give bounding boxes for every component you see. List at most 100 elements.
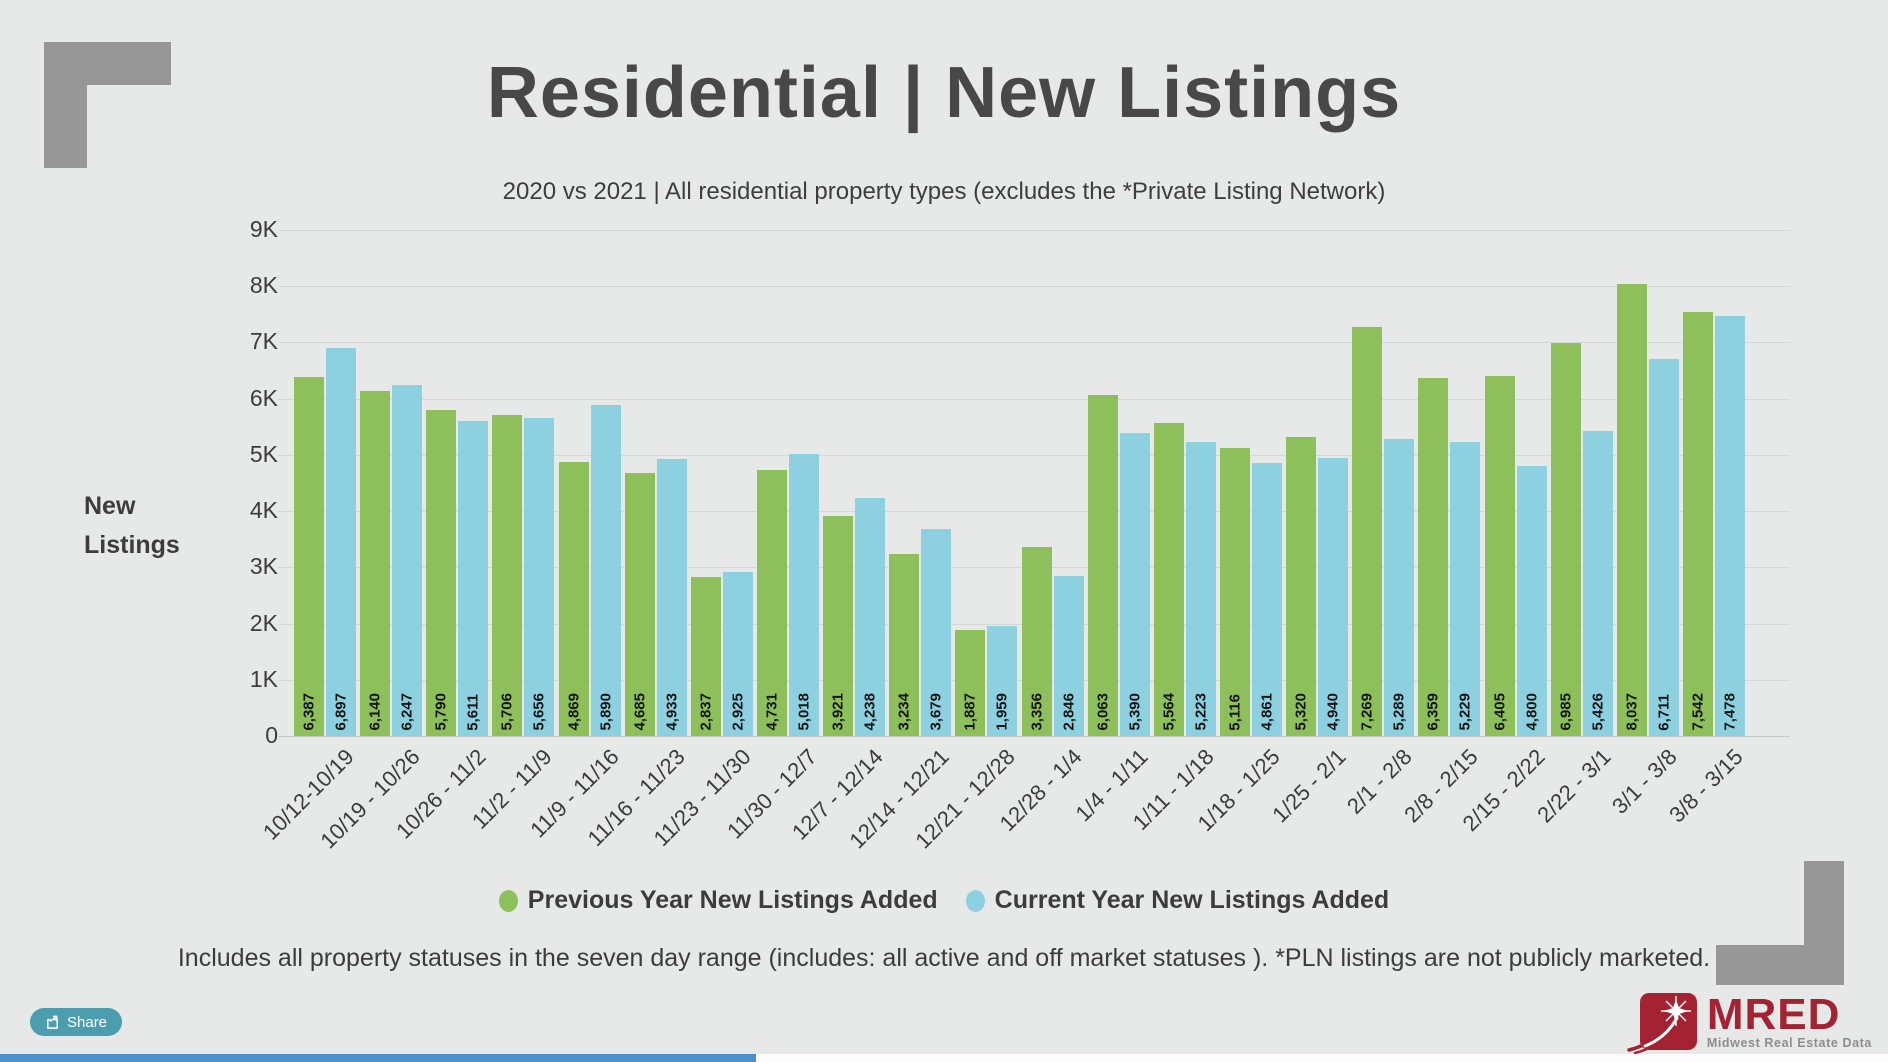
legend-dot-icon (498, 889, 518, 912)
current-year-bar[interactable]: 4,238 (855, 497, 886, 736)
y-axis-tick-5K: 5K (249, 440, 278, 467)
previous-year-bar[interactable]: 3,921 (823, 515, 854, 736)
bar-group-3/8-3/15: 7,542 7,478 (1682, 230, 1745, 736)
previous-year-bar[interactable]: 2,837 (690, 576, 721, 736)
current-year-bar[interactable]: 5,223 (1185, 442, 1216, 736)
gridline-7K (278, 342, 1790, 344)
bar-value-label: 7,269 (1358, 693, 1376, 731)
bar-value-label: 6,247 (398, 693, 416, 731)
page-subtitle: 2020 vs 2021 | All residential property … (502, 178, 1386, 205)
gridline-0 (278, 736, 1790, 737)
bottom-progress-bar[interactable] (0, 1054, 756, 1062)
bar-value-label: 4,861 (1258, 693, 1276, 731)
gridline-5K (278, 454, 1790, 456)
bar-group-1/18-1/25: 5,116 4,861 (1219, 230, 1282, 736)
corner-decoration-top-left (44, 42, 171, 168)
current-year-bar[interactable]: 5,611 (458, 420, 489, 736)
bar-group-10/19-10/26: 6,140 6,247 (360, 230, 423, 736)
bar-group-11/30-12/7: 4,731 5,018 (756, 230, 819, 736)
chart-legend: Previous Year New Listings Added Current … (0, 886, 1888, 915)
current-year-bar[interactable]: 6,247 (392, 384, 423, 736)
previous-year-bar[interactable]: 6,063 (1087, 395, 1118, 736)
bar-group-2/8-2/15: 6,359 5,229 (1418, 230, 1481, 736)
bar-value-label: 7,542 (1689, 693, 1707, 731)
current-year-bar[interactable]: 2,846 (1053, 576, 1084, 736)
bar-group-1/25-2/1: 5,320 4,940 (1286, 230, 1349, 736)
legend-item-current-year[interactable]: Current Year New Listings Added (965, 886, 1389, 915)
chart-footnote: Includes all property statuses in the se… (177, 944, 1711, 972)
bar-value-label: 7,478 (1721, 693, 1739, 731)
bar-group-2/1-2/8: 7,269 5,289 (1352, 230, 1415, 736)
y-axis-tick-4K: 4K (249, 497, 278, 524)
bar-value-label: 5,656 (530, 693, 548, 731)
previous-year-bar[interactable]: 3,356 (1021, 547, 1052, 736)
bar-value-label: 5,611 (464, 694, 482, 731)
y-axis-tick-3K: 3K (249, 553, 278, 580)
current-year-bar[interactable]: 5,018 (788, 453, 819, 736)
previous-year-bar[interactable]: 5,564 (1153, 423, 1184, 736)
previous-year-bar[interactable]: 4,731 (756, 470, 787, 736)
current-year-bar[interactable]: 4,933 (656, 458, 687, 736)
current-year-bar[interactable]: 5,229 (1450, 442, 1481, 736)
legend-item-previous-year[interactable]: Previous Year New Listings Added (498, 886, 938, 915)
bar-group-11/2-11/9: 5,706 5,656 (492, 230, 555, 736)
bar-group-1/11-1/18: 5,564 5,223 (1153, 230, 1216, 736)
current-year-bar[interactable]: 6,711 (1648, 358, 1679, 736)
previous-year-bar[interactable]: 7,269 (1352, 327, 1383, 736)
bar-value-label: 6,140 (366, 693, 384, 731)
current-year-bar[interactable]: 4,861 (1251, 462, 1282, 736)
bar-value-label: 4,800 (1523, 693, 1541, 731)
mred-logo-text: MRED Midwest Real Estate Data (1707, 992, 1872, 1050)
current-year-bar[interactable]: 5,656 (524, 418, 555, 736)
previous-year-bar[interactable]: 8,037 (1616, 284, 1647, 736)
current-year-bar[interactable]: 7,478 (1714, 315, 1745, 736)
previous-year-bar[interactable]: 5,320 (1286, 436, 1317, 736)
bar-group-1/4-1/11: 6,063 5,390 (1087, 230, 1150, 736)
previous-year-bar[interactable]: 6,985 (1550, 343, 1581, 736)
mred-logo: MRED Midwest Real Estate Data (1627, 992, 1872, 1054)
bar-value-label: 5,790 (432, 693, 450, 731)
bar-value-label: 2,846 (1060, 693, 1078, 731)
page-title: Residential | New Listings (486, 53, 1402, 133)
previous-year-bar[interactable]: 3,234 (889, 554, 920, 736)
bar-value-label: 3,356 (1028, 693, 1046, 731)
bar-value-label: 5,426 (1589, 693, 1607, 731)
previous-year-bar[interactable]: 6,387 (294, 376, 324, 736)
previous-year-bar[interactable]: 7,542 (1682, 311, 1713, 736)
current-year-bar[interactable]: 1,959 (987, 625, 1018, 736)
bar-group-2/22-3/1: 6,985 5,426 (1550, 230, 1613, 736)
current-year-bar[interactable]: 4,940 (1318, 458, 1349, 736)
corner-arm (44, 42, 87, 168)
current-year-bar[interactable]: 5,890 (590, 404, 621, 736)
previous-year-bar[interactable]: 1,887 (955, 629, 986, 736)
bar-value-label: 1,959 (993, 693, 1011, 731)
current-year-bar[interactable]: 3,679 (921, 529, 952, 736)
previous-year-bar[interactable]: 5,116 (1219, 448, 1250, 736)
bar-value-label: 1,887 (961, 693, 979, 731)
gridline-9K (278, 230, 1790, 231)
previous-year-bar[interactable]: 5,790 (426, 410, 457, 736)
corner-arm (1804, 861, 1844, 985)
current-year-bar[interactable]: 2,925 (722, 571, 753, 736)
x-axis-labels: 10/12-10/19 10/19 - 10/26 10/26 - 11/2 11/2… (258, 744, 1790, 874)
previous-year-bar[interactable]: 4,685 (624, 472, 655, 736)
bar-value-label: 6,387 (300, 693, 318, 731)
bar-group-11/9-11/16: 4,869 5,890 (558, 230, 621, 736)
y-axis-tick-0: 0 (265, 722, 278, 748)
y-axis-tick-7K: 7K (249, 328, 278, 355)
previous-year-bar[interactable]: 6,405 (1484, 375, 1515, 736)
previous-year-bar[interactable]: 4,869 (558, 462, 589, 736)
previous-year-bar[interactable]: 6,359 (1418, 378, 1449, 736)
current-year-bar[interactable]: 6,897 (326, 348, 356, 736)
share-icon (45, 1015, 60, 1030)
previous-year-bar[interactable]: 5,706 (492, 415, 523, 736)
current-year-bar[interactable]: 5,390 (1119, 432, 1150, 736)
previous-year-bar[interactable]: 6,140 (360, 390, 391, 736)
current-year-bar[interactable]: 4,800 (1516, 466, 1547, 736)
current-year-bar[interactable]: 5,289 (1384, 438, 1415, 736)
share-button[interactable]: Share (30, 1008, 123, 1036)
current-year-bar[interactable]: 5,426 (1582, 430, 1613, 736)
legend-label: Previous Year New Listings Added (527, 886, 938, 914)
bar-value-label: 5,320 (1292, 693, 1310, 731)
